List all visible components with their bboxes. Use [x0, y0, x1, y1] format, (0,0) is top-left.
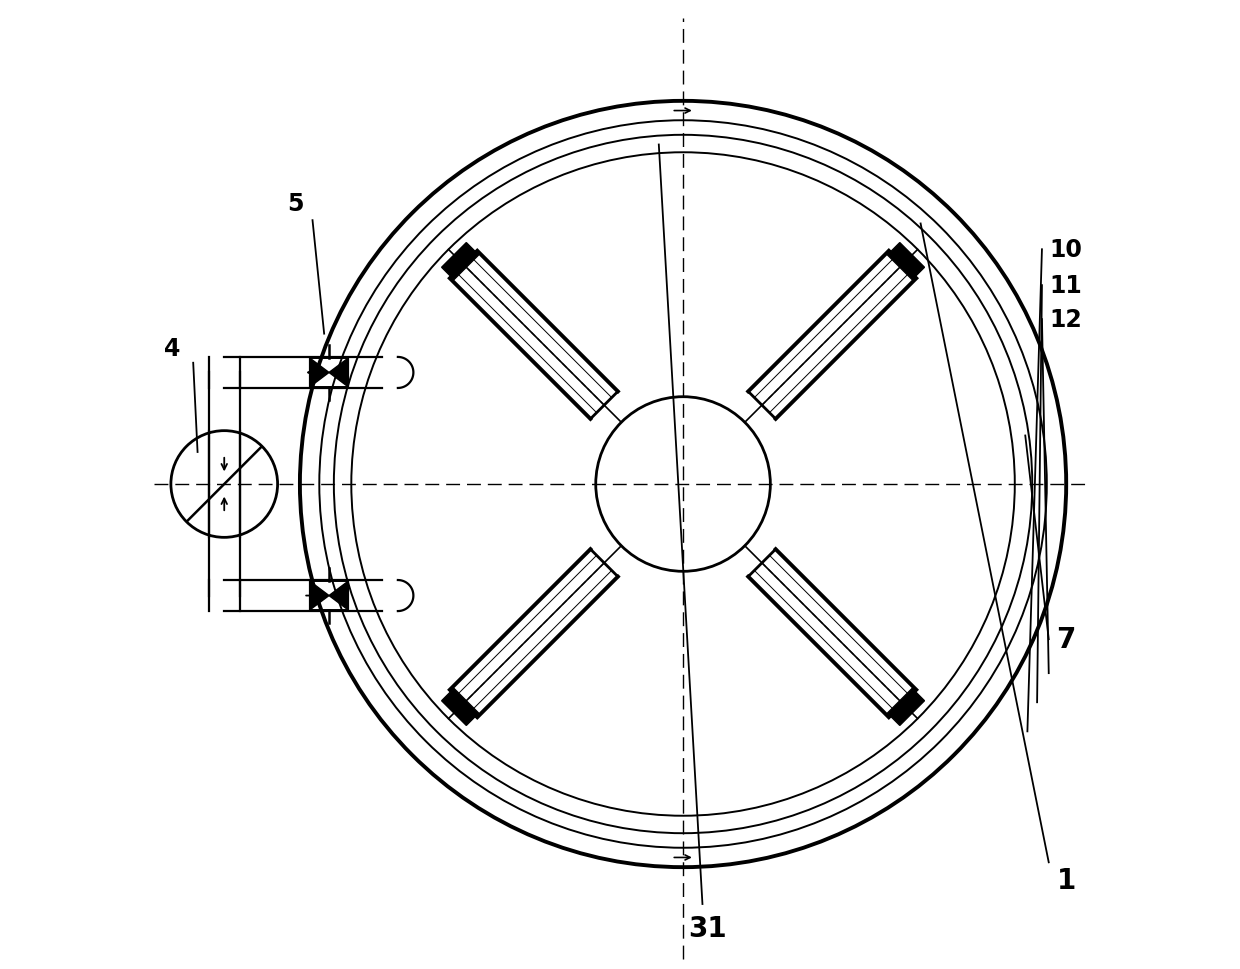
Polygon shape — [310, 581, 329, 610]
Polygon shape — [888, 243, 925, 280]
Polygon shape — [329, 581, 348, 610]
Polygon shape — [441, 689, 479, 726]
Text: 5: 5 — [286, 192, 304, 215]
Text: 4: 4 — [164, 337, 180, 360]
Text: 31: 31 — [688, 915, 727, 942]
Polygon shape — [441, 243, 479, 280]
Text: 10: 10 — [1050, 238, 1083, 262]
Text: 11: 11 — [1050, 274, 1083, 297]
Text: 7: 7 — [1056, 626, 1076, 653]
Text: 1: 1 — [1056, 866, 1076, 893]
Text: 12: 12 — [1050, 308, 1083, 331]
Polygon shape — [329, 359, 348, 388]
Polygon shape — [310, 359, 329, 388]
Polygon shape — [888, 689, 925, 726]
